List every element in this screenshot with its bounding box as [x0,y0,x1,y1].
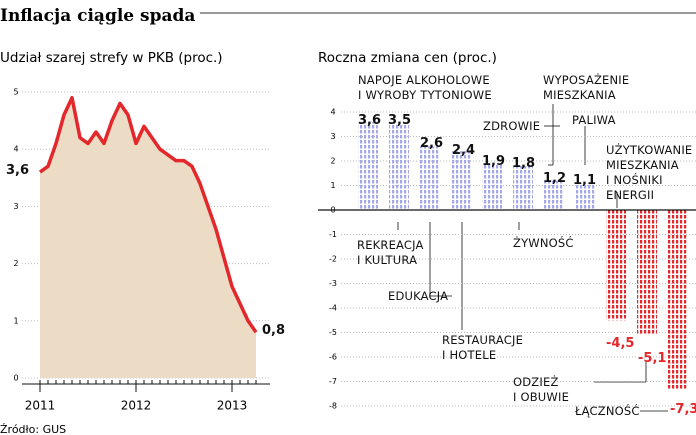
category-label: PALIWA [572,113,616,127]
category-label: EDUKACJA [388,289,449,303]
x-tick-label: 2012 [121,399,152,413]
value-label: 1,8 [512,156,536,171]
y-tick-label: 3 [13,202,18,211]
value-label: 3,6 [6,163,30,179]
y-tick-label: 5 [13,88,18,97]
area [40,97,256,378]
value-label: 1,2 [543,171,567,186]
y-tick-label: 4 [13,145,18,154]
y-tick-label: -6 [329,353,337,362]
value-label: 2,6 [420,136,444,151]
y-tick-label: -2 [329,255,337,264]
bar [637,210,657,335]
category-label: RESTAURACJE I HOTELE [442,333,524,362]
y-tick-label: -4 [329,304,337,313]
y-tick-label: 3 [330,132,335,141]
bar [420,146,440,210]
category-label: ZDROWIE [483,119,541,133]
right-subtitle: Roczna zmiana cen (proc.) [318,50,497,66]
y-tick-label: 4 [330,108,335,117]
y-tick-label: 2 [13,259,18,268]
bar [389,124,409,210]
x-tick-label: 2011 [25,399,56,413]
bar [575,183,595,210]
x-tick-label: 2013 [217,399,248,413]
bar [544,180,564,210]
category-label: ODZIEŻ I OBUWIE [513,375,570,404]
bar [668,210,688,389]
value-label: 2,4 [452,143,476,158]
bar [451,151,471,210]
category-label: REKREACJA I KULTURA [357,238,424,267]
y-tick-label: -7 [329,377,337,386]
category-label: WYPOSAŻENIE MIESZKANIA [543,73,630,102]
y-tick-label: -1 [329,230,337,239]
y-tick-label: 1 [13,316,18,325]
left-subtitle: Udział szarej strefy w PKB (proc.) [0,50,223,66]
y-tick-label: 1 [330,181,335,190]
y-tick-label: -3 [329,279,337,288]
value-label: -5,1 [638,351,667,366]
value-label: -4,5 [606,336,635,351]
source: Źródło: GUS [0,423,67,435]
bar [482,163,502,210]
value-label: 1,1 [573,173,597,188]
category-label: ŁĄCZNOŚĆ [575,404,640,418]
value-label: 1,9 [482,154,506,169]
y-tick-label: -8 [329,402,337,411]
line [38,95,258,334]
category-label: ŻYWNOŚĆ [513,236,574,250]
value-label: -7,3 [670,402,696,417]
bar [513,165,533,210]
value-label: 3,6 [358,113,382,128]
page-title: Inflacja ciągle spada [0,6,196,26]
bar [606,210,626,321]
bar [358,121,378,210]
value-label: 0,8 [262,323,286,339]
value-label: 3,5 [388,113,412,128]
y-tick-label: -5 [329,328,337,337]
y-tick-label: 2 [330,157,335,166]
category-label: NAPOJE ALKOHOLOWE I WYROBY TYTONIOWE [358,73,492,102]
category-label: UŻYTKOWANIE MIESZKANIA I NOŚNIKI ENERGII [606,143,693,202]
y-tick-label: 0 [13,374,18,383]
